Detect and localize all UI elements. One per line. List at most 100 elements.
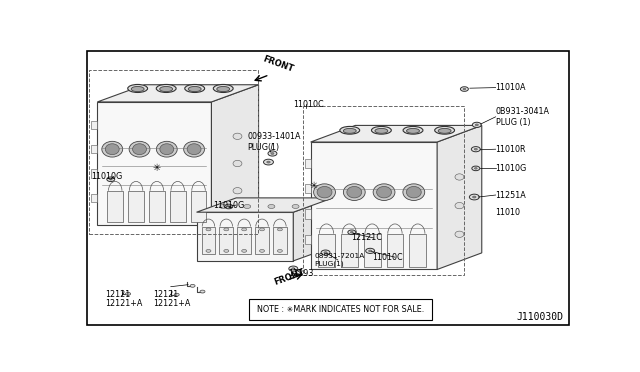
Circle shape: [348, 230, 356, 235]
Ellipse shape: [373, 184, 395, 201]
Polygon shape: [92, 145, 97, 154]
Circle shape: [220, 205, 227, 208]
Polygon shape: [128, 191, 144, 222]
Text: 12121: 12121: [154, 291, 179, 299]
Text: ✳: ✳: [153, 163, 161, 173]
Ellipse shape: [184, 141, 205, 157]
Polygon shape: [237, 227, 251, 254]
Circle shape: [324, 252, 327, 253]
Circle shape: [107, 177, 115, 182]
Circle shape: [260, 250, 264, 252]
Circle shape: [321, 250, 330, 255]
Polygon shape: [97, 85, 259, 102]
Ellipse shape: [128, 84, 148, 93]
Polygon shape: [318, 234, 335, 267]
Text: 0B931-3041A
PLUG (1): 0B931-3041A PLUG (1): [495, 107, 550, 126]
Text: 11010: 11010: [495, 208, 521, 217]
Ellipse shape: [233, 133, 242, 140]
Circle shape: [351, 231, 353, 233]
Ellipse shape: [340, 126, 360, 134]
Circle shape: [206, 228, 211, 231]
Ellipse shape: [406, 186, 421, 198]
Ellipse shape: [344, 184, 365, 201]
Text: 00933-1401A
PLUG(1): 00933-1401A PLUG(1): [248, 132, 301, 152]
Ellipse shape: [347, 186, 362, 198]
Bar: [303, 106, 465, 275]
Polygon shape: [410, 234, 426, 267]
Bar: [249, 299, 432, 320]
Polygon shape: [220, 227, 233, 254]
Ellipse shape: [314, 184, 335, 201]
Ellipse shape: [317, 186, 332, 198]
Circle shape: [271, 153, 274, 154]
Polygon shape: [92, 121, 97, 129]
Circle shape: [277, 250, 282, 252]
Ellipse shape: [106, 144, 119, 155]
Circle shape: [109, 179, 112, 180]
Ellipse shape: [156, 141, 177, 157]
Text: NOTE : ✳MARK INDICATES NOT FOR SALE.: NOTE : ✳MARK INDICATES NOT FOR SALE.: [257, 305, 424, 314]
Polygon shape: [437, 125, 482, 269]
Circle shape: [225, 204, 233, 209]
Polygon shape: [273, 227, 287, 254]
Circle shape: [292, 268, 295, 270]
Ellipse shape: [102, 141, 123, 157]
Circle shape: [369, 250, 372, 252]
Circle shape: [267, 161, 270, 163]
Ellipse shape: [375, 128, 388, 133]
Circle shape: [471, 147, 480, 152]
Polygon shape: [310, 125, 482, 142]
Circle shape: [472, 196, 476, 198]
Ellipse shape: [455, 202, 464, 209]
Polygon shape: [293, 198, 333, 261]
Polygon shape: [305, 209, 310, 218]
Ellipse shape: [160, 86, 173, 92]
Circle shape: [200, 290, 205, 293]
Polygon shape: [196, 198, 333, 212]
Text: 11251A: 11251A: [495, 190, 526, 199]
Ellipse shape: [438, 128, 451, 133]
Text: 11010G: 11010G: [213, 201, 244, 209]
Polygon shape: [170, 191, 186, 222]
Ellipse shape: [455, 231, 464, 237]
Polygon shape: [202, 227, 216, 254]
Ellipse shape: [343, 128, 356, 133]
Text: 12121+A: 12121+A: [105, 298, 142, 308]
Polygon shape: [305, 184, 310, 193]
Circle shape: [206, 250, 211, 252]
Text: 11010G: 11010G: [91, 172, 122, 181]
Polygon shape: [196, 212, 293, 261]
Bar: [89, 70, 257, 234]
Ellipse shape: [435, 126, 454, 134]
Text: 12293: 12293: [288, 269, 314, 278]
Circle shape: [460, 87, 468, 92]
Circle shape: [242, 250, 246, 252]
Ellipse shape: [132, 144, 147, 155]
Ellipse shape: [129, 141, 150, 157]
Circle shape: [174, 293, 179, 296]
Circle shape: [268, 151, 277, 156]
Circle shape: [469, 194, 479, 200]
Ellipse shape: [403, 184, 425, 201]
Text: 11010G: 11010G: [495, 164, 527, 173]
Ellipse shape: [185, 84, 205, 93]
Ellipse shape: [403, 126, 423, 134]
Text: 11010A: 11010A: [495, 83, 526, 92]
Ellipse shape: [213, 84, 233, 93]
Text: 08931-7201A
PLUG(1): 08931-7201A PLUG(1): [314, 253, 364, 267]
Ellipse shape: [156, 84, 176, 93]
Circle shape: [125, 292, 131, 295]
Text: 11010C: 11010C: [372, 253, 403, 262]
Ellipse shape: [217, 86, 230, 92]
Circle shape: [292, 205, 299, 208]
Text: 12121C: 12121C: [351, 234, 381, 243]
Ellipse shape: [455, 174, 464, 180]
Polygon shape: [305, 235, 310, 244]
Circle shape: [244, 205, 251, 208]
Polygon shape: [310, 142, 437, 269]
Circle shape: [264, 159, 273, 165]
Text: 12121+A: 12121+A: [154, 298, 191, 308]
Circle shape: [472, 166, 480, 171]
Ellipse shape: [188, 86, 201, 92]
Polygon shape: [191, 191, 207, 222]
